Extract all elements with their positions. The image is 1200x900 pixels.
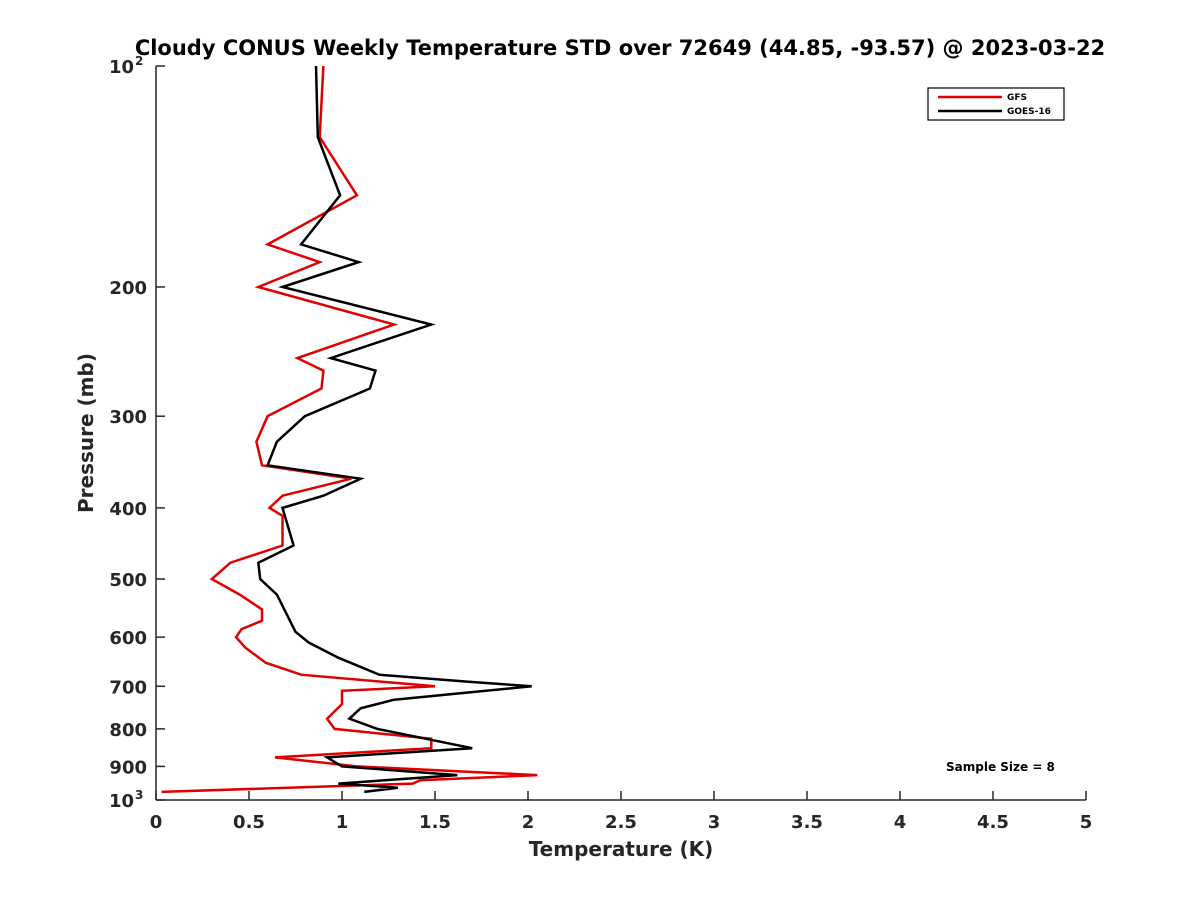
legend-label-goes16: GOES-16 [1007, 107, 1051, 117]
y-axis-label: Pressure (mb) [74, 353, 98, 513]
series-layer [161, 65, 538, 794]
legend-label-gfs: GFS [1007, 93, 1027, 103]
legend: GFS GOES-16 [927, 87, 1065, 121]
x-tick-label: 1.5 [419, 812, 451, 833]
x-tick-label: 2 [522, 812, 535, 833]
sample-size-annotation: Sample Size = 8 [946, 760, 1055, 774]
y-tick-label: 500 [109, 570, 147, 591]
y-tick-label: 900 [109, 757, 147, 778]
x-tick-label: 0 [150, 812, 163, 833]
y-tick-label: 800 [109, 720, 147, 741]
legend-box [927, 87, 1065, 121]
y-tick-label: 10 [109, 57, 134, 78]
y-tick-label: 600 [109, 628, 147, 649]
y-tick-label: 300 [109, 407, 147, 428]
y-tick-exponent: 3 [135, 788, 143, 802]
series-line-gfs [161, 65, 538, 794]
x-tick-label: 5 [1080, 812, 1093, 833]
x-tick-label: 4.5 [977, 812, 1009, 833]
y-tick-label: 200 [109, 278, 147, 299]
chart-title: Cloudy CONUS Weekly Temperature STD over… [135, 36, 1105, 60]
x-tick-label: 0.5 [233, 812, 265, 833]
x-axis-label: Temperature (K) [529, 837, 714, 861]
x-tick-label: 3.5 [791, 812, 823, 833]
series-line-goes16 [256, 65, 532, 794]
y-tick-label: 700 [109, 677, 147, 698]
x-ticks: 0 0.5 1 1.5 2 2.5 3 3.5 4 4.5 5 [150, 791, 1093, 833]
y-tick-label: 10 [109, 791, 134, 812]
y-tick-exponent: 2 [135, 54, 143, 68]
x-tick-label: 2.5 [605, 812, 637, 833]
x-tick-label: 3 [708, 812, 721, 833]
x-tick-label: 1 [336, 812, 349, 833]
x-tick-label: 4 [894, 812, 907, 833]
y-tick-label: 400 [109, 499, 147, 520]
